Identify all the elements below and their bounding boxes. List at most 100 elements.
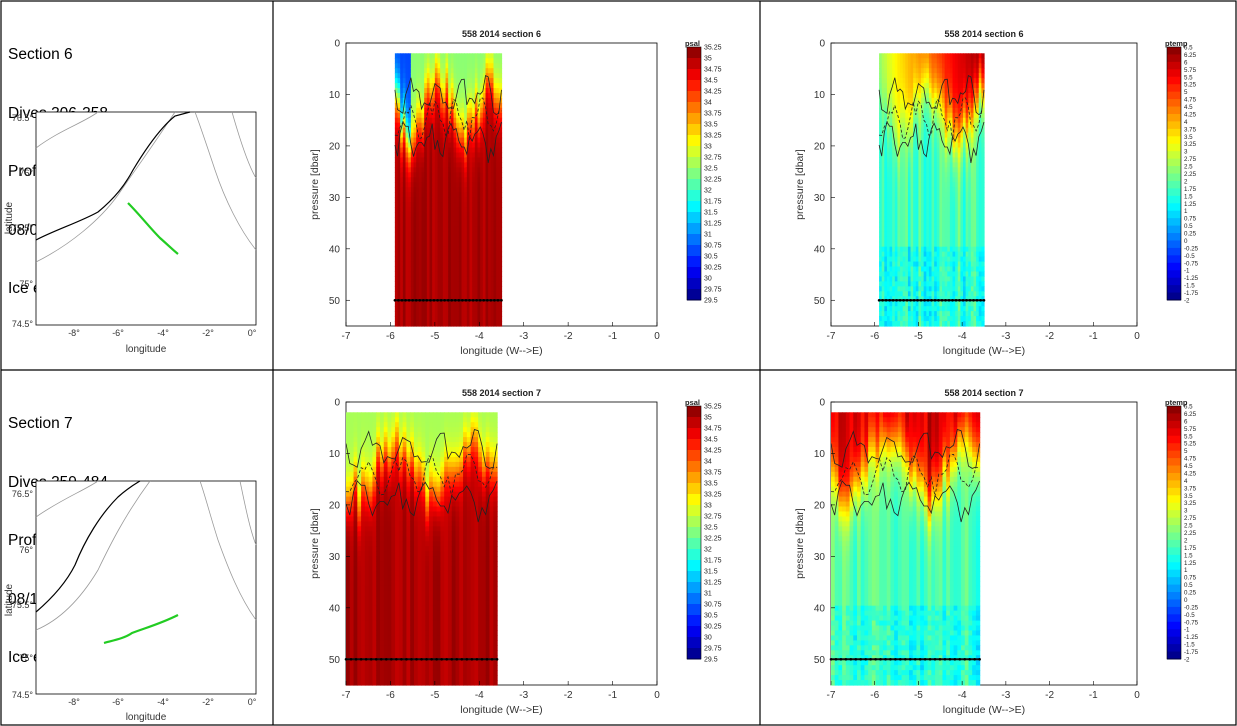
- heatmap-cell: [907, 58, 912, 64]
- heatmap-cell: [949, 177, 954, 183]
- heatmap-cell: [884, 291, 888, 297]
- heatmap-cell: [466, 102, 471, 109]
- y-tick-label: 50: [814, 296, 826, 307]
- heatmap-cell: [970, 132, 975, 139]
- heatmap-cell: [456, 167, 460, 173]
- heatmap-cell: [949, 117, 954, 124]
- glider-track-marker: [418, 298, 422, 302]
- heatmap-cell: [889, 177, 893, 183]
- heatmap-cell: [915, 197, 920, 203]
- heatmap-cell: [469, 296, 473, 302]
- heatmap-cell: [445, 68, 449, 74]
- heatmap-cell: [947, 202, 951, 208]
- heatmap-cell: [413, 127, 417, 134]
- heatmap-cell: [456, 102, 460, 109]
- glider-track-marker: [468, 298, 471, 302]
- heatmap-cell: [918, 216, 922, 223]
- colorbar-tick-label: 0.75: [1184, 216, 1197, 223]
- heatmap-cell: [434, 137, 439, 144]
- heatmap-cell: [488, 142, 492, 149]
- heatmap-cell: [480, 78, 484, 84]
- heatmap-cell: [496, 241, 500, 248]
- heatmap-cell: [424, 261, 428, 268]
- heatmap-cell: [936, 246, 941, 253]
- heatmap-cell: [402, 197, 407, 203]
- heatmap-cell: [448, 102, 452, 109]
- heatmap-cell: [480, 83, 484, 89]
- heatmap-cell: [963, 172, 967, 178]
- heatmap-cell: [879, 152, 883, 159]
- heatmap-cell: [440, 221, 444, 228]
- heatmap-cell: [353, 570, 358, 577]
- heatmap-cell: [955, 197, 959, 203]
- heatmap-cell: [957, 157, 961, 163]
- heatmap-cell: [960, 142, 964, 149]
- colorbar-tick-label: 34: [704, 100, 712, 107]
- heatmap-cell: [453, 251, 457, 258]
- heatmap-cell: [432, 251, 436, 258]
- heatmap-cell: [973, 117, 977, 124]
- heatmap-cell: [968, 117, 972, 124]
- heatmap-cell: [397, 58, 401, 64]
- heatmap-cell: [960, 107, 964, 114]
- heatmap-cell: [477, 207, 481, 213]
- heatmap-cell: [915, 286, 920, 292]
- heatmap-cell: [469, 291, 473, 297]
- heatmap-cell: [939, 127, 943, 134]
- heatmap-cell: [488, 102, 492, 109]
- heatmap-cell: [915, 147, 920, 154]
- heatmap-cell: [498, 117, 503, 124]
- colorbar-tick-label: 34.5: [704, 78, 718, 85]
- heatmap-cell: [960, 172, 964, 178]
- heatmap-cell: [421, 276, 425, 282]
- heatmap-cell: [915, 112, 920, 119]
- heatmap-cell: [442, 276, 447, 282]
- heatmap-cell: [432, 306, 436, 312]
- heatmap-cell: [458, 256, 463, 263]
- heatmap-cell: [942, 127, 946, 134]
- heatmap-cell: [458, 241, 463, 248]
- heatmap-cell: [879, 88, 883, 94]
- heatmap-cell: [437, 142, 441, 149]
- heatmap-cell: [361, 461, 366, 468]
- heatmap-cell: [480, 216, 484, 223]
- heatmap-cell: [957, 226, 961, 233]
- heatmap-cell: [429, 63, 433, 69]
- heatmap-cell: [928, 112, 933, 119]
- heatmap-cell: [900, 172, 904, 178]
- heatmap-cell: [976, 216, 980, 223]
- heatmap-cell: [978, 256, 982, 263]
- heatmap-cell: [440, 276, 444, 282]
- heatmap-cell: [429, 236, 433, 243]
- heatmap-cell: [886, 261, 891, 268]
- heatmap-cell: [490, 63, 495, 69]
- heatmap-cell: [889, 83, 893, 89]
- heatmap-cell: [884, 152, 888, 159]
- heatmap-cell: [936, 63, 941, 69]
- heatmap-cell: [915, 221, 920, 228]
- heatmap-cell: [915, 321, 920, 327]
- heatmap-cell: [349, 580, 355, 587]
- heatmap-cell: [936, 182, 941, 188]
- heatmap-cell: [970, 221, 975, 228]
- heatmap-cell: [921, 197, 925, 203]
- heatmap-cell: [437, 207, 441, 213]
- heatmap-cell: [936, 221, 941, 228]
- heatmap-cell: [965, 236, 969, 243]
- heatmap-cell: [928, 321, 933, 327]
- heatmap-cell: [928, 157, 933, 163]
- heatmap-cell: [965, 306, 969, 312]
- heatmap-cell: [970, 296, 975, 302]
- heatmap-cell: [907, 286, 912, 292]
- heatmap-cell: [394, 226, 399, 233]
- heatmap-cell: [488, 92, 492, 99]
- heatmap-cell: [402, 142, 407, 149]
- heatmap-cell: [397, 261, 401, 268]
- heatmap-cell: [432, 97, 436, 104]
- heatmap-cell: [472, 137, 476, 144]
- glider-track-marker: [972, 298, 975, 302]
- heatmap-cell: [881, 83, 885, 89]
- heatmap-cell: [889, 182, 893, 188]
- heatmap-cell: [485, 187, 489, 193]
- heatmap-cell: [353, 640, 358, 646]
